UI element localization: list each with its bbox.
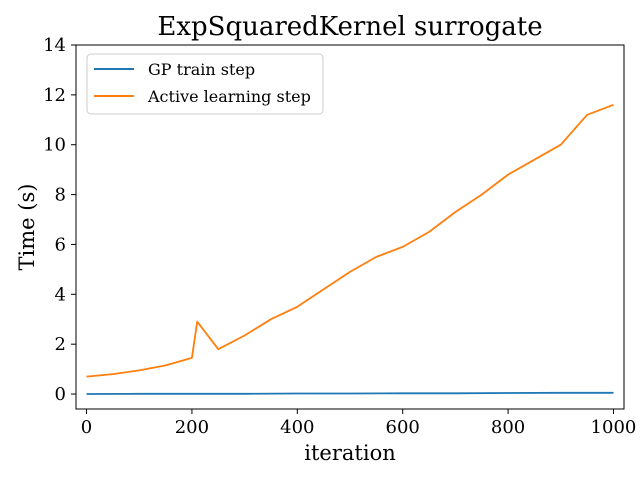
y-tick-label: 0 (55, 384, 66, 405)
legend: GP train step Active learning step (86, 53, 324, 115)
y-axis-label: Time (s) (15, 184, 39, 271)
legend-label-gp-train-step: GP train step (148, 60, 255, 79)
chart-title: ExpSquaredKernel surrogate (157, 12, 542, 42)
y-tick-label: 12 (43, 85, 66, 106)
x-tick-label: 800 (491, 417, 525, 438)
y-tick-label: 14 (43, 35, 66, 56)
x-axis: 0 200 400 600 800 1000 (81, 409, 637, 438)
legend-label-active-learning-step: Active learning step (147, 87, 311, 106)
series-line-gp-train-step (86, 391, 614, 395)
y-axis: 0 2 4 6 8 10 12 14 (43, 35, 76, 405)
x-tick-label: 1000 (591, 417, 637, 438)
x-axis-label: iteration (304, 441, 395, 465)
y-tick-label: 8 (55, 185, 66, 206)
plot-frame (75, 44, 625, 410)
legend-box (86, 53, 324, 115)
plot-lines (86, 103, 614, 395)
series-line-active-learning-step (86, 103, 614, 378)
x-tick-label: 200 (175, 417, 209, 438)
x-tick-label: 400 (280, 417, 314, 438)
y-tick-label: 6 (55, 234, 66, 255)
y-tick-label: 4 (55, 284, 66, 305)
x-tick-label: 600 (386, 417, 420, 438)
y-tick-label: 10 (43, 135, 66, 156)
y-tick-label: 2 (55, 334, 66, 355)
x-tick-label: 0 (81, 417, 92, 438)
